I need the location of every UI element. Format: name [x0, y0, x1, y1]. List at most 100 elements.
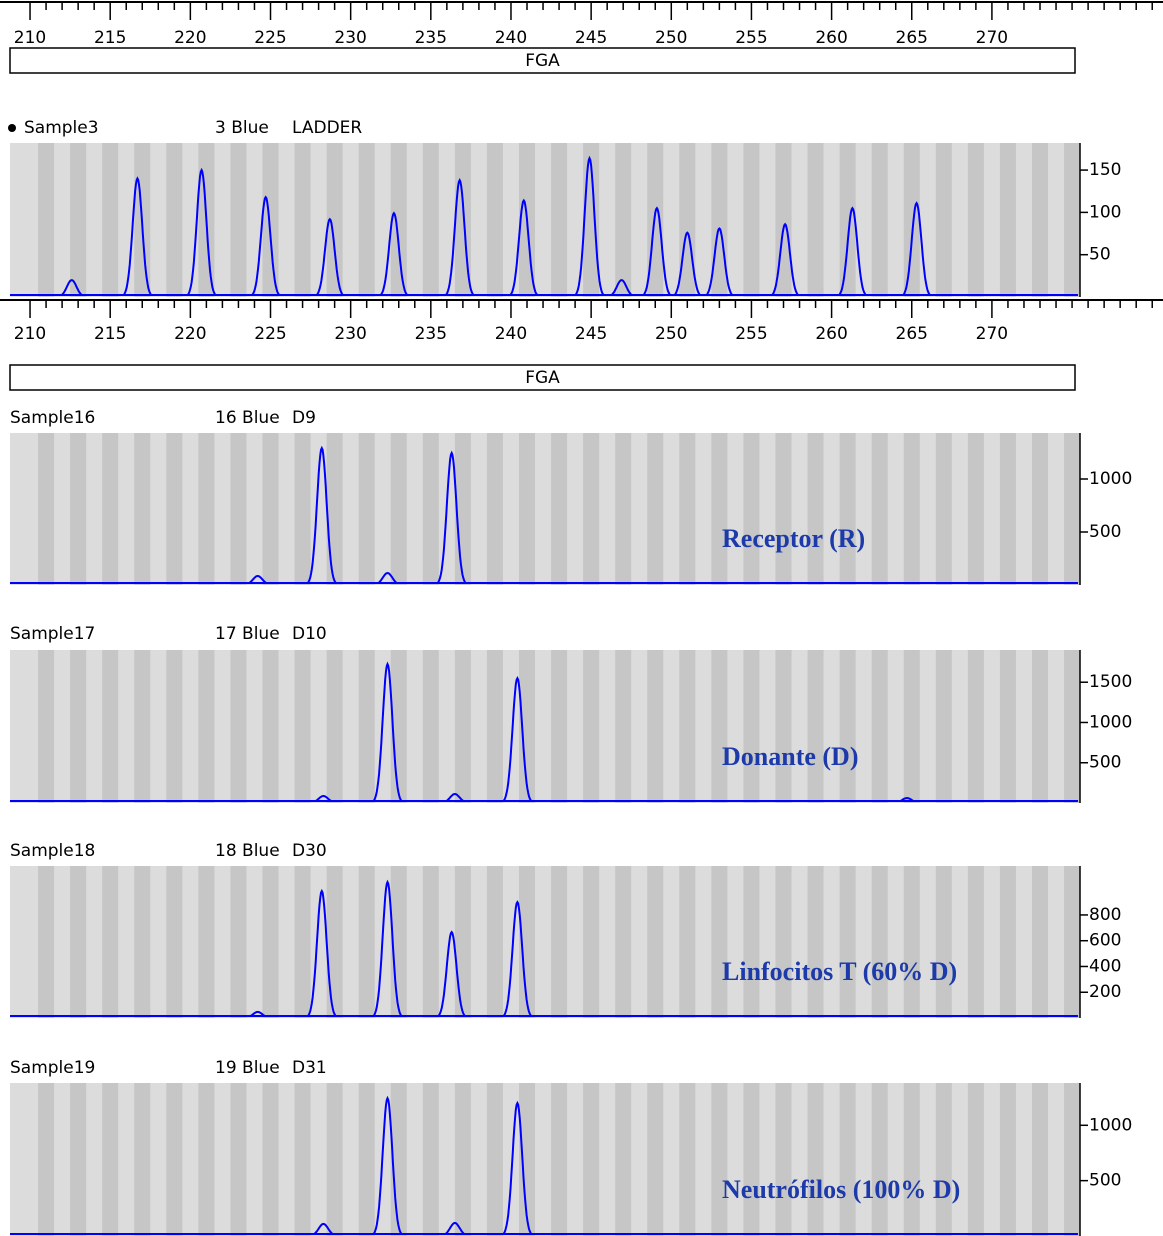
y-tick-label: 500	[1089, 522, 1121, 542]
peak	[436, 930, 468, 1017]
x-tick-label: 245	[575, 324, 607, 344]
peak	[439, 1221, 471, 1235]
peak	[444, 177, 476, 296]
sample-label: D30	[292, 841, 327, 861]
bin-stripe	[711, 1083, 728, 1236]
bin-stripe	[198, 433, 215, 585]
bin-stripe	[615, 866, 632, 1018]
sample-label: 19 Blue	[215, 1058, 280, 1078]
x-tick-label: 210	[14, 324, 46, 344]
bin-stripe	[551, 866, 568, 1018]
plot-background	[10, 1083, 1078, 1236]
peak	[314, 217, 346, 296]
bin-stripe	[294, 650, 311, 803]
bin-stripe	[551, 433, 568, 585]
bin-stripe	[807, 650, 824, 803]
bin-stripe	[647, 650, 664, 803]
x-tick-label: 265	[896, 324, 928, 344]
bin-stripe	[102, 650, 119, 803]
bin-stripe	[967, 433, 984, 585]
y-tick-label: 500	[1089, 753, 1121, 773]
bin-stripe	[422, 1083, 439, 1236]
bin-stripe	[551, 143, 568, 297]
bin-stripe	[999, 1083, 1016, 1236]
x-tick-label: 225	[254, 324, 286, 344]
peak	[372, 879, 403, 1017]
bin-stripe	[230, 433, 247, 585]
bin-stripe	[294, 1083, 311, 1236]
bin-stripe	[1031, 1083, 1049, 1236]
peak	[837, 206, 868, 296]
x-tick-label: 270	[976, 28, 1008, 48]
y-tick-label: 500	[1089, 1171, 1121, 1191]
plot-background	[10, 866, 1078, 1018]
bin-stripe	[102, 1083, 119, 1236]
bin-stripe	[102, 143, 119, 297]
bin-stripe	[935, 866, 952, 1018]
bin-stripe	[262, 143, 279, 297]
annotation: Receptor (R)	[722, 524, 865, 553]
y-tick-label: 1000	[1089, 1115, 1132, 1135]
bin-stripe	[871, 1083, 888, 1236]
x-tick-label: 230	[334, 324, 366, 344]
bin-stripe	[775, 433, 792, 585]
bin-stripe	[647, 433, 664, 585]
bin-stripe	[871, 433, 888, 585]
marker-label: FGA	[525, 51, 560, 71]
bin-stripe	[486, 650, 503, 803]
bin-stripe	[935, 143, 952, 297]
bin-stripe	[743, 866, 760, 1018]
bin-stripe	[583, 650, 600, 803]
bin-stripe	[903, 433, 920, 585]
peak	[901, 201, 932, 296]
bin-stripe	[967, 650, 984, 803]
peak	[704, 227, 735, 296]
bin-stripe	[454, 1083, 471, 1236]
bin-stripe	[326, 433, 343, 585]
bin-stripe	[743, 143, 760, 297]
bin-stripe	[326, 143, 343, 297]
bin-stripe	[518, 650, 536, 803]
bin-stripe	[166, 143, 183, 297]
y-tick-label: 100	[1089, 202, 1121, 222]
peak	[306, 888, 338, 1017]
sample-label: D31	[292, 1058, 327, 1078]
bin-stripe	[486, 143, 503, 297]
bin-stripe	[647, 866, 664, 1018]
bin-stripe	[839, 143, 856, 297]
bin-stripe	[903, 143, 920, 297]
bin-stripe	[390, 143, 407, 297]
bin-stripe	[422, 650, 439, 803]
x-tick-label: 210	[14, 28, 46, 48]
bin-stripe	[486, 1083, 503, 1236]
y-tick-label: 50	[1089, 245, 1111, 265]
bin-stripe	[358, 1083, 375, 1236]
sample-label: LADDER	[292, 118, 362, 138]
x-tick-label: 240	[495, 28, 527, 48]
bin-stripe	[262, 650, 279, 803]
bin-stripe	[615, 143, 632, 297]
bin-stripe	[262, 433, 279, 585]
peak	[122, 176, 153, 296]
bin-stripe	[935, 650, 952, 803]
bin-stripe	[999, 866, 1016, 1018]
bin-stripe	[679, 866, 696, 1018]
bin-stripe	[518, 433, 536, 585]
peak	[242, 1010, 274, 1017]
bin-stripe	[166, 1083, 183, 1236]
bin-stripe	[871, 866, 888, 1018]
peak	[641, 206, 673, 296]
bin-stripe	[38, 866, 55, 1018]
annotation: Donante (D)	[722, 742, 859, 771]
annotation: Linfocitos T (60% D)	[722, 957, 957, 986]
bin-stripe	[262, 1083, 279, 1236]
bin-stripe	[679, 650, 696, 803]
bin-stripe	[711, 650, 728, 803]
y-tick-label: 1000	[1089, 469, 1132, 489]
plot-background	[10, 650, 1078, 803]
peak	[891, 796, 923, 802]
x-tick-label: 270	[976, 324, 1008, 344]
bin-stripe	[230, 1083, 247, 1236]
sample-label: Sample3	[24, 118, 99, 138]
peak	[769, 222, 801, 296]
